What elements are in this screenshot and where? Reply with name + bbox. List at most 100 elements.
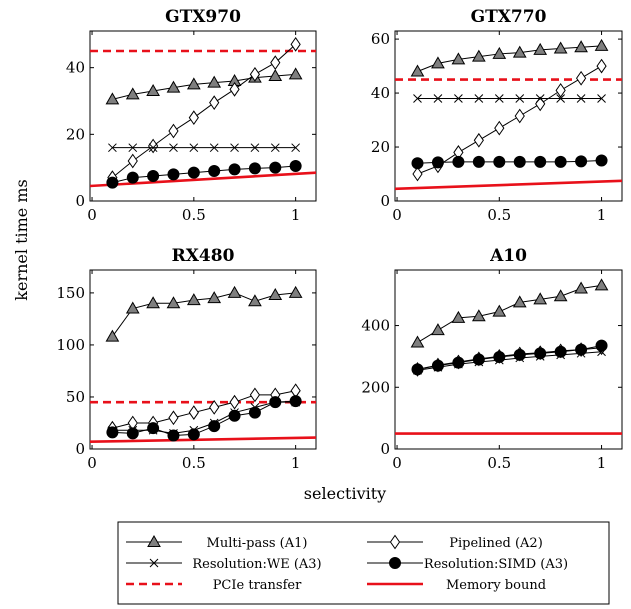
data-point-simd	[208, 420, 221, 433]
data-point-simd	[187, 428, 200, 441]
legend-label-we: Resolution:WE (A3)	[192, 557, 321, 572]
series-line-pipelined	[112, 390, 296, 429]
series-simd	[106, 160, 302, 189]
data-point-simd	[411, 157, 424, 170]
plot-frame	[89, 269, 317, 450]
chart-title: GTX970	[165, 7, 241, 27]
legend-label-multipass: Multi-pass (A1)	[207, 536, 308, 551]
shared-ylabel: kernel time ms	[12, 179, 31, 300]
legend-label-simd: Resolution:SIMD (A3)	[424, 557, 568, 572]
x-tick-label: 1	[597, 454, 607, 472]
x-tick-label: 1	[291, 206, 301, 224]
data-point-multipass	[431, 323, 445, 336]
series-line-multipass	[417, 284, 602, 343]
data-point-pipelined	[168, 123, 179, 139]
series-simd	[411, 154, 608, 170]
data-point-simd	[554, 155, 567, 168]
data-point-we	[169, 143, 178, 153]
data-point-multipass	[410, 335, 425, 348]
data-point-multipass	[288, 67, 303, 80]
y-tick-label: 40	[66, 59, 85, 77]
data-point-simd	[126, 171, 139, 184]
data-point-simd	[248, 406, 261, 419]
data-point-pipelined	[555, 82, 566, 98]
data-point-we	[291, 143, 300, 153]
series-line-we	[112, 401, 296, 434]
data-point-multipass	[268, 68, 283, 81]
data-point-we	[413, 94, 422, 103]
data-point-multipass	[594, 278, 609, 291]
plot-area	[395, 278, 622, 435]
data-point-we	[250, 143, 260, 153]
data-point-multipass	[574, 40, 588, 53]
data-point-simd	[431, 156, 444, 169]
x-tick-label: 0.5	[487, 206, 511, 224]
data-point-pipelined	[270, 55, 281, 71]
data-point-pipelined	[229, 81, 240, 97]
data-point-simd	[575, 155, 588, 168]
data-point-simd	[167, 168, 180, 181]
data-point-pipelined	[188, 405, 199, 420]
data-point-simd	[289, 395, 302, 408]
memory-bound-line	[90, 171, 316, 188]
plot-frame	[394, 30, 623, 202]
data-point-we	[230, 143, 239, 153]
legend-label-pcie: PCIe transfer	[213, 578, 302, 593]
y-tick-label: 40	[371, 84, 390, 102]
y-tick-label: 200	[361, 378, 390, 396]
data-point-simd	[106, 426, 119, 439]
y-tick-label: 400	[361, 317, 390, 335]
y-tick-label: 0	[380, 192, 390, 210]
legend-marker-we	[149, 558, 159, 568]
data-point-simd	[493, 155, 506, 168]
data-point-multipass	[471, 49, 486, 62]
data-point-simd	[554, 345, 567, 358]
data-point-we	[148, 143, 158, 153]
data-point-pipelined	[290, 36, 301, 52]
data-point-multipass	[553, 289, 568, 302]
x-tick-label: 0.5	[182, 454, 206, 472]
chart-panel-gtx770: GTX770 0 0.5 1 0 20 40 60	[371, 7, 623, 224]
data-point-multipass	[186, 77, 201, 90]
legend-marker-multipass	[147, 534, 161, 547]
series-multipass	[410, 278, 609, 348]
legend-marker-pipelined	[389, 534, 401, 550]
data-point-multipass	[451, 310, 466, 323]
data-point-multipass	[512, 295, 527, 308]
series-line-multipass	[417, 45, 602, 72]
series-line-multipass	[112, 73, 296, 100]
data-point-pipelined	[514, 108, 525, 124]
data-point-pipelined	[535, 96, 546, 112]
data-point-simd	[595, 339, 608, 352]
data-point-multipass	[451, 52, 466, 65]
data-point-pipelined	[209, 399, 220, 415]
data-point-pipelined	[575, 70, 587, 86]
series-we	[108, 143, 300, 153]
legend-label-mem: Memory bound	[446, 578, 546, 593]
plot-frame	[89, 30, 317, 202]
series-line-simd	[417, 345, 602, 370]
data-point-multipass	[533, 292, 548, 305]
legend-entry-mem: Memory bound	[367, 578, 546, 593]
series-line-simd	[112, 165, 296, 184]
legend-entry-pipelined: Pipelined (A2)	[367, 534, 543, 551]
data-point-simd	[228, 409, 241, 422]
data-point-simd	[472, 155, 485, 168]
data-point-multipass	[492, 304, 507, 317]
data-point-we	[270, 143, 280, 153]
plot-area	[90, 285, 316, 444]
y-tick-label: 0	[75, 192, 85, 210]
data-point-multipass	[105, 92, 120, 105]
series-line-we	[417, 351, 602, 371]
x-tick-label: 0.5	[487, 454, 511, 472]
data-point-we	[535, 94, 545, 103]
y-tick-label: 100	[56, 336, 85, 354]
series-line-pipelined	[417, 65, 602, 175]
data-point-pipelined	[596, 58, 607, 74]
data-point-simd	[513, 155, 526, 168]
chart-title: RX480	[172, 246, 235, 266]
data-point-multipass	[492, 46, 507, 59]
data-point-simd	[167, 429, 180, 442]
data-point-simd	[106, 176, 119, 189]
data-point-we	[597, 94, 606, 103]
